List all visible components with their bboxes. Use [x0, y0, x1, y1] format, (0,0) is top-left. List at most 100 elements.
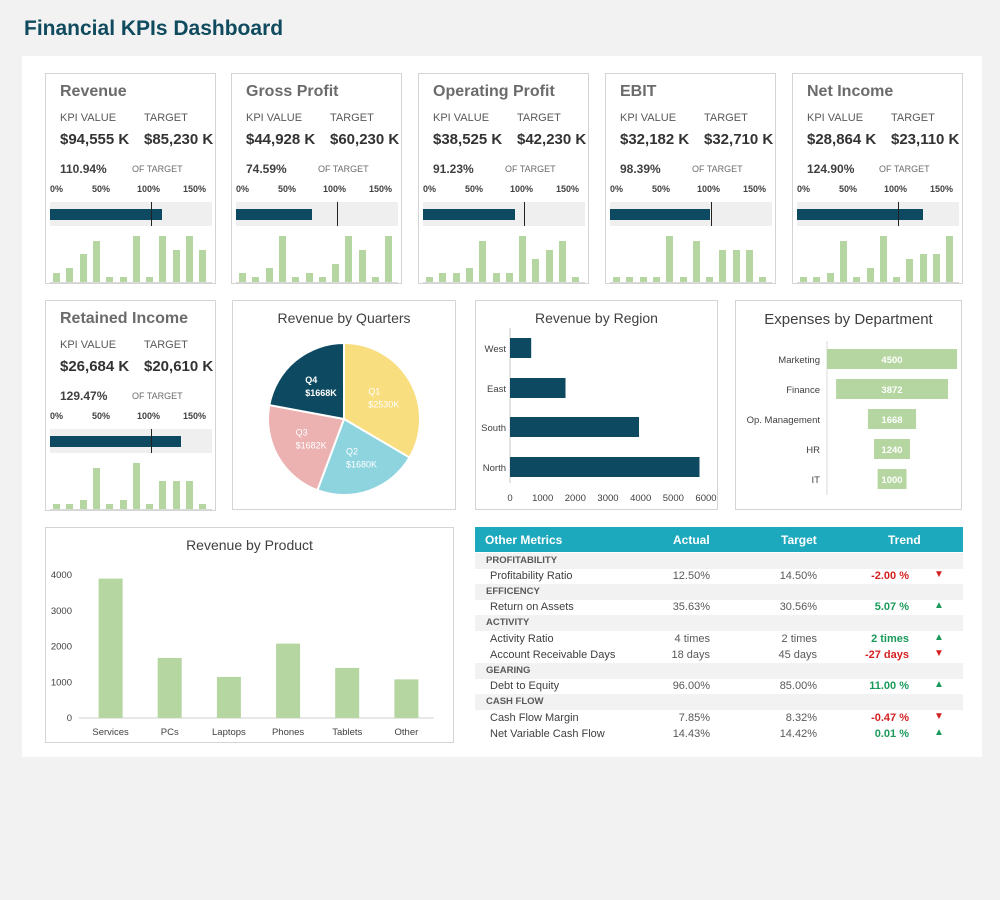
region-bar — [510, 378, 566, 398]
metrics-trend: -0.47 % — [871, 712, 909, 724]
kpi-mini-bar — [839, 240, 847, 282]
kpi-mini-bar — [800, 277, 807, 282]
kpi-mini-bar — [172, 249, 180, 282]
product-x-label: Phones — [272, 727, 304, 738]
region-bar — [510, 338, 532, 358]
trend-down-icon: ▼ — [934, 569, 944, 580]
dashboard-title: Financial KPIs Dashboard — [24, 17, 284, 40]
metrics-actual: 7.85% — [678, 712, 710, 724]
expenses-bar — [836, 379, 948, 399]
region-x-tick: 2000 — [565, 493, 586, 504]
kpi-value-label: KPI VALUE — [620, 112, 677, 124]
kpi-value-label: KPI VALUE — [246, 112, 303, 124]
expenses-by-department-card: Expenses by Department 4500 Marketing 3872… — [735, 300, 962, 510]
product-y-tick: 0 — [67, 713, 72, 724]
kpi-mini-bar — [759, 277, 767, 282]
revenue-by-quarters-pie: Q1 $2530K Q2 $1680K Q3 $1682K Q4 $1668K — [267, 341, 421, 496]
kpi-target-marker — [337, 202, 338, 226]
pie-slice-label: Q3 — [296, 428, 308, 438]
kpi-scale-tick: 100% — [510, 184, 534, 194]
product-y-tick: 2000 — [51, 642, 72, 653]
metrics-item-label: Debt to Equity — [490, 680, 560, 692]
kpi-scale-tick: 150% — [556, 184, 580, 194]
kpi-mini-baseline — [50, 509, 212, 510]
metrics-item-label: Profitability Ratio — [490, 570, 573, 582]
pie-slice-q2 — [316, 417, 411, 496]
kpi-card: Operating Profit KPI VALUE TARGET $38,525 K… — [418, 73, 589, 284]
kpi-percent: 124.90% — [807, 162, 855, 176]
kpi-mini-bar — [879, 236, 887, 282]
kpi-mini-bar — [66, 504, 74, 509]
kpi-target-marker — [524, 202, 525, 226]
kpi-mini-bar — [906, 259, 914, 282]
region-label: North — [483, 463, 506, 474]
kpi-scale-tick: 0% — [797, 184, 811, 194]
expenses-dept-label: HR — [806, 445, 820, 456]
metrics-item-row: Account Receivable Days 18 days 45 days -27… — [475, 647, 963, 663]
kpi-mini-baseline — [797, 282, 959, 283]
trend-up-icon: ▲ — [934, 632, 944, 643]
kpi-mini-bar — [53, 504, 60, 509]
kpi-mini-bar — [199, 504, 207, 509]
metrics-actual: 96.00% — [672, 680, 710, 692]
expenses-dept-label: Marketing — [778, 355, 820, 366]
revenue-by-region-title: Revenue by Region — [535, 310, 658, 326]
other-metrics-table: Other Metrics Actual Target Trend PROFIT… — [475, 527, 963, 743]
pie-slice-label: Q1 — [368, 386, 380, 396]
kpi-title: Revenue — [60, 83, 127, 100]
kpi-target-label: TARGET — [704, 112, 748, 124]
kpi-target-label: TARGET — [330, 112, 374, 124]
kpi-card: Net Income KPI VALUE TARGET $28,864 K $23,11… — [792, 73, 963, 284]
kpi-card: EBIT KPI VALUE TARGET $32,182 K $32,710 K 98.… — [605, 73, 776, 284]
kpi-progress-bar — [236, 202, 398, 226]
expenses-value-label: 1000 — [881, 475, 902, 486]
kpi-scale-tick: 150% — [743, 184, 767, 194]
pie-slice-value: $1682K — [296, 441, 327, 451]
kpi-mini-bar — [505, 272, 513, 282]
kpi-scale-tick: 150% — [369, 184, 393, 194]
kpi-value-label: KPI VALUE — [60, 339, 117, 351]
pie-slice-value: $1680K — [346, 459, 377, 469]
metrics-actual: 4 times — [674, 633, 710, 645]
trend-up-icon: ▲ — [934, 727, 944, 738]
product-x-label: Tablets — [332, 727, 362, 738]
kpi-progress-fill — [797, 209, 924, 220]
kpi-target-value: $85,230 K — [144, 131, 214, 148]
metrics-item-row: Profitability Ratio 12.50% 14.50% -2.00 % ▼ — [475, 568, 963, 584]
metrics-item-label: Net Variable Cash Flow — [490, 728, 605, 740]
kpi-mini-bar — [572, 277, 580, 282]
metrics-item-row: Net Variable Cash Flow 14.43% 14.42% 0.01 %… — [475, 726, 963, 742]
pie-slice-value: $1668K — [305, 388, 337, 398]
kpi-target-marker — [151, 429, 152, 453]
metrics-item-row: Cash Flow Margin 7.85% 8.32% -0.47 % ▼ — [475, 710, 963, 726]
kpi-scale-tick: 0% — [236, 184, 250, 194]
metrics-actual: 18 days — [671, 649, 710, 661]
product-bar — [216, 676, 241, 718]
metrics-trend: 2 times — [871, 633, 909, 645]
kpi-mini-chart — [236, 231, 398, 283]
kpi-mini-bar — [119, 499, 127, 509]
expenses-dept-label: Finance — [786, 385, 820, 396]
region-x-tick: 1000 — [532, 493, 553, 504]
kpi-target-value: $60,230 K — [330, 131, 400, 148]
metrics-category-row: EFFICENCY — [475, 584, 963, 600]
expenses-by-department-title: Expenses by Department — [764, 311, 933, 328]
kpi-mini-bar — [919, 254, 927, 282]
kpi-of-target-label: OF TARGET — [879, 164, 930, 174]
metrics-actual: 12.50% — [672, 570, 710, 582]
region-x-tick: 0 — [507, 493, 512, 504]
kpi-progress-fill — [610, 209, 710, 220]
metrics-item-label: Cash Flow Margin — [490, 712, 579, 724]
kpi-progress-bar — [50, 202, 212, 226]
pie-slice-label: Q2 — [346, 446, 358, 456]
trend-up-icon: ▲ — [934, 600, 944, 611]
trend-up-icon: ▲ — [934, 679, 944, 690]
kpi-mini-bar — [946, 236, 954, 282]
metrics-trend: 11.00 % — [869, 680, 909, 692]
trend-down-icon: ▼ — [934, 648, 944, 659]
metrics-target: 14.50% — [779, 570, 817, 582]
kpi-title: Net Income — [807, 83, 894, 100]
kpi-mini-bar — [79, 499, 87, 509]
kpi-mini-chart — [610, 231, 772, 283]
kpi-progress-bar — [423, 202, 585, 226]
